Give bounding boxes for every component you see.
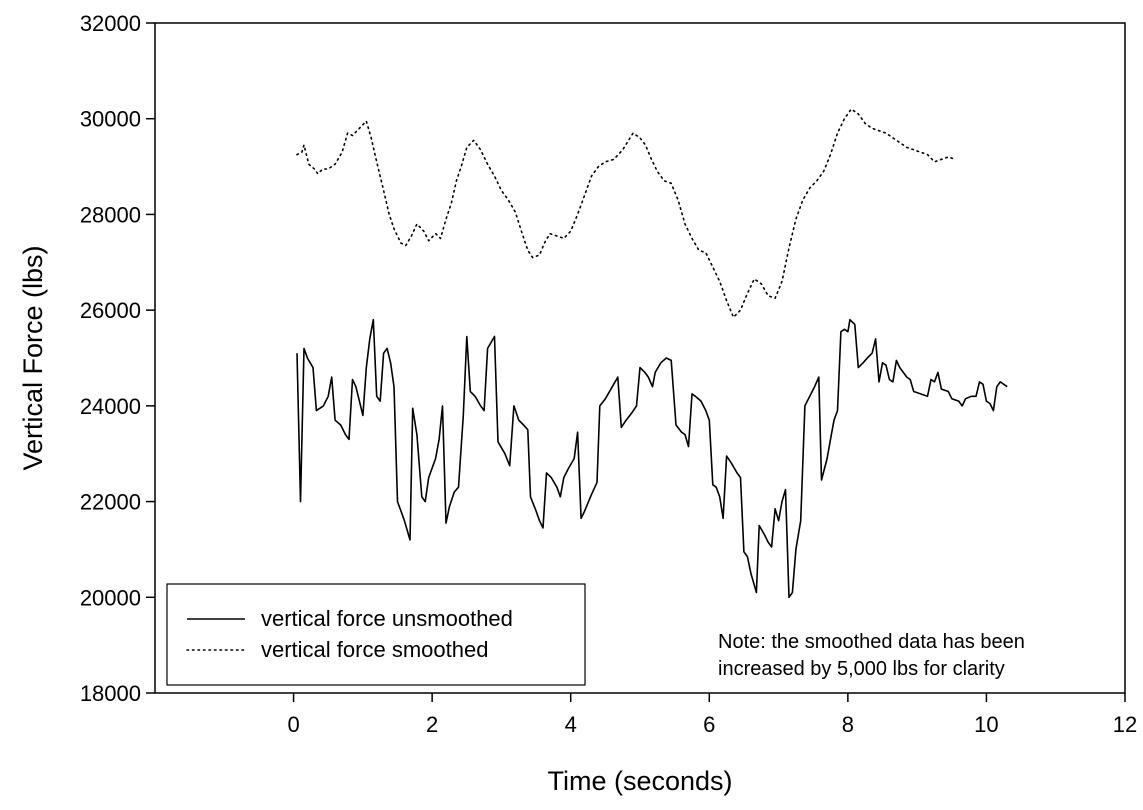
x-tick-label: 6	[703, 712, 715, 737]
x-tick-label: 8	[842, 712, 854, 737]
plot-frame	[154, 22, 1126, 694]
x-tick-label: 10	[974, 712, 998, 737]
note-line-1: Note: the smoothed data has been	[718, 631, 1025, 653]
y-tick-label: 24000	[80, 394, 141, 419]
y-tick-label: 28000	[80, 202, 141, 227]
y-tick-label: 32000	[80, 11, 141, 36]
x-tick-label: 2	[426, 712, 438, 737]
legend-label-smoothed: vertical force smoothed	[261, 637, 488, 662]
y-tick-label: 22000	[80, 490, 141, 515]
x-axis-ticks: 0 2 4 6 8 10 12	[287, 693, 1137, 737]
y-tick-label: 26000	[80, 298, 141, 323]
x-axis-title: Time (seconds)	[547, 766, 732, 796]
y-tick-label: 20000	[80, 585, 141, 610]
chart-note: Note: the smoothed data has been increas…	[718, 631, 1025, 680]
legend: vertical force unsmoothed vertical force…	[166, 583, 586, 686]
series-line-smoothed	[296, 108, 957, 319]
y-axis-ticks: 18000 20000 22000 24000 26000 28000 30000 32000	[80, 11, 155, 706]
series-layer	[296, 108, 1008, 599]
legend-box	[166, 583, 586, 686]
legend-label-unsmoothed: vertical force unsmoothed	[261, 606, 513, 631]
x-tick-label: 4	[565, 712, 577, 737]
x-tick-label: 0	[287, 712, 299, 737]
y-axis-title: Vertical Force (lbs)	[18, 245, 48, 470]
y-tick-label: 18000	[80, 681, 141, 706]
x-tick-label: 12	[1113, 712, 1137, 737]
note-line-2: increased by 5,000 lbs for clarity	[718, 658, 1005, 680]
y-tick-label: 30000	[80, 107, 141, 132]
series-line-unsmoothed	[296, 318, 1008, 599]
